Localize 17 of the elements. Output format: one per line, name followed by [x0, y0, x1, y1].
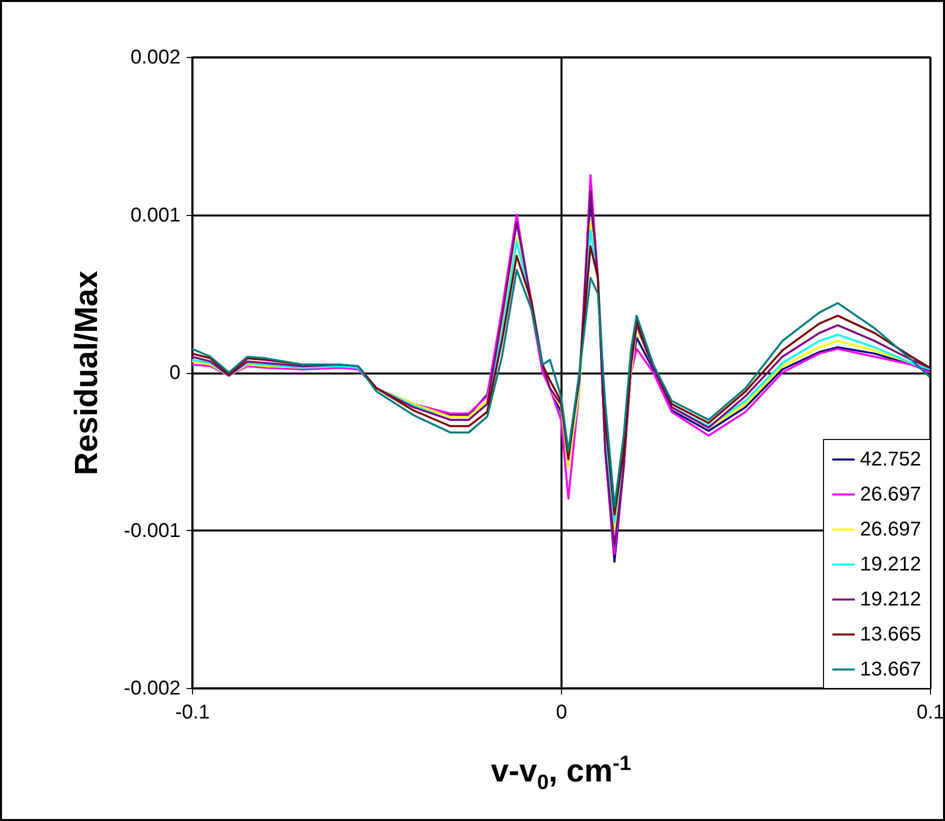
legend-label: 13.667: [860, 658, 922, 680]
legend-label: 26.697: [860, 518, 922, 540]
legend-label: 13.665: [860, 624, 922, 646]
x-tick-label: -0.1: [175, 702, 210, 724]
y-tick-label: 0.002: [130, 46, 180, 68]
y-tick-label: 0: [169, 362, 180, 384]
y-tick-label: -0.002: [124, 678, 180, 700]
legend-label: 19.212: [860, 588, 922, 610]
y-tick-label: -0.001: [124, 520, 180, 542]
legend-label: 42.752: [860, 448, 922, 470]
x-axis-title: v-v$_{0}$, cm$^{-1}$: [490, 752, 632, 796]
y-tick-label: 0.001: [130, 204, 180, 226]
x-tick-label: 0.1: [916, 702, 944, 724]
y-axis-title: Residual/Max: [68, 270, 104, 476]
x-tick-label: 0: [556, 702, 568, 724]
legend-label: 19.212: [860, 554, 922, 576]
legend-label: 26.697: [860, 484, 922, 506]
